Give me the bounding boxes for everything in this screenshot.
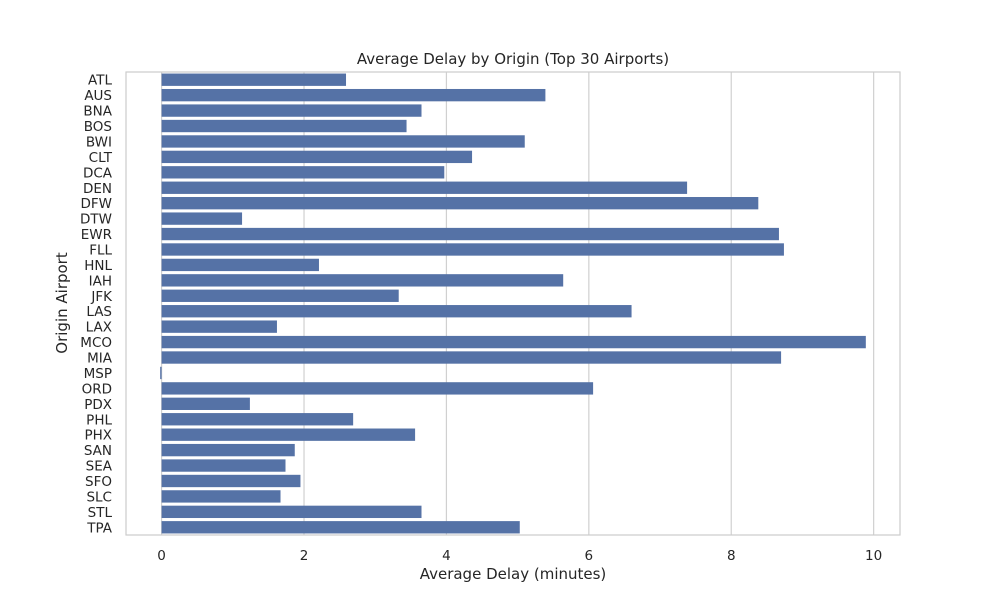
y-tick-label-fll: FLL (89, 242, 112, 258)
x-tick-label: 2 (300, 548, 309, 564)
bar-dtw (161, 212, 243, 225)
y-tick-label-ewr: EWR (81, 227, 112, 243)
y-tick-label-hnl: HNL (84, 258, 112, 274)
y-tick-label-clt: CLT (89, 150, 113, 166)
bar-mia (161, 351, 782, 364)
y-tick-label-bna: BNA (83, 104, 112, 120)
bar-iah (161, 274, 564, 287)
y-tick-label-lax: LAX (86, 320, 112, 336)
y-tick-label-phx: PHX (84, 428, 112, 444)
y-tick-label-phl: PHL (86, 412, 112, 428)
bar-aus (161, 88, 546, 102)
bar-jfk (161, 289, 399, 302)
bar-mco (161, 335, 866, 349)
y-tick-label-atl: ATL (88, 73, 112, 89)
chart-title: Average Delay by Origin (Top 30 Airports… (357, 50, 669, 68)
bar-bos (161, 119, 407, 133)
bar-sea (161, 459, 286, 472)
y-tick-label-stl: STL (88, 505, 113, 521)
bar-phx (161, 428, 416, 441)
bar-ewr (161, 227, 779, 241)
bars (160, 73, 866, 534)
bar-dfw (161, 197, 759, 210)
bar-ord (161, 382, 594, 395)
x-tick-label: 10 (865, 548, 882, 564)
y-tick-label-jfk: JFK (90, 289, 113, 305)
y-axis-label: Origin Airport (53, 252, 71, 354)
y-tick-label-sfo: SFO (85, 474, 112, 490)
y-tick-label-tpa: TPA (86, 520, 113, 536)
bar-stl (161, 505, 422, 519)
bar-tpa (161, 521, 520, 534)
bar-pdx (161, 397, 250, 410)
bar-slc (161, 490, 281, 503)
y-tick-label-dfw: DFW (80, 196, 112, 212)
y-tick-label-den: DEN (83, 181, 112, 197)
bar-phl (161, 413, 354, 426)
x-tick-labels: 0 2 4 6 8 10 (157, 548, 882, 564)
bar-san (161, 443, 295, 457)
y-tick-label-aus: AUS (84, 88, 112, 104)
bar-dca (161, 166, 445, 179)
bar-hnl (161, 258, 319, 272)
bar-msp (160, 366, 162, 380)
bar-bna (161, 104, 422, 117)
y-tick-label-iah: IAH (89, 273, 112, 289)
y-tick-label-pdx: PDX (84, 397, 112, 413)
x-tick-label: 4 (442, 548, 451, 564)
y-tick-label-mco: MCO (80, 335, 112, 351)
bar-las (161, 305, 632, 318)
y-tick-label-slc: SLC (86, 489, 112, 505)
bar-atl (161, 73, 347, 86)
x-axis-label: Average Delay (minutes) (420, 565, 607, 583)
x-grid (161, 72, 875, 535)
x-tick-label: 0 (157, 548, 166, 564)
plot-frame (125, 71, 901, 536)
x-tick-label: 6 (585, 548, 594, 564)
y-tick-labels: ATLAUSBNABOSBWICLTDCADENDFWDTWEWRFLLHNLI… (80, 73, 113, 537)
bar-fll (161, 243, 784, 256)
bar-lax (161, 320, 277, 333)
y-tick-label-san: SAN (84, 443, 112, 459)
bar-den (161, 181, 688, 194)
y-tick-label-mia: MIA (87, 351, 113, 367)
y-tick-label-ord: ORD (82, 381, 112, 397)
y-tick-label-bwi: BWI (86, 134, 112, 150)
y-tick-label-bos: BOS (84, 119, 112, 135)
y-tick-label-msp: MSP (84, 366, 112, 382)
bar-bwi (161, 135, 525, 148)
y-tick-label-dtw: DTW (80, 212, 112, 228)
y-tick-label-sea: SEA (86, 459, 113, 475)
y-tick-label-dca: DCA (83, 165, 113, 181)
bar-sfo (161, 474, 301, 488)
x-tick-label: 8 (727, 548, 736, 564)
bar-clt (161, 150, 473, 164)
y-tick-label-las: LAS (86, 304, 112, 320)
